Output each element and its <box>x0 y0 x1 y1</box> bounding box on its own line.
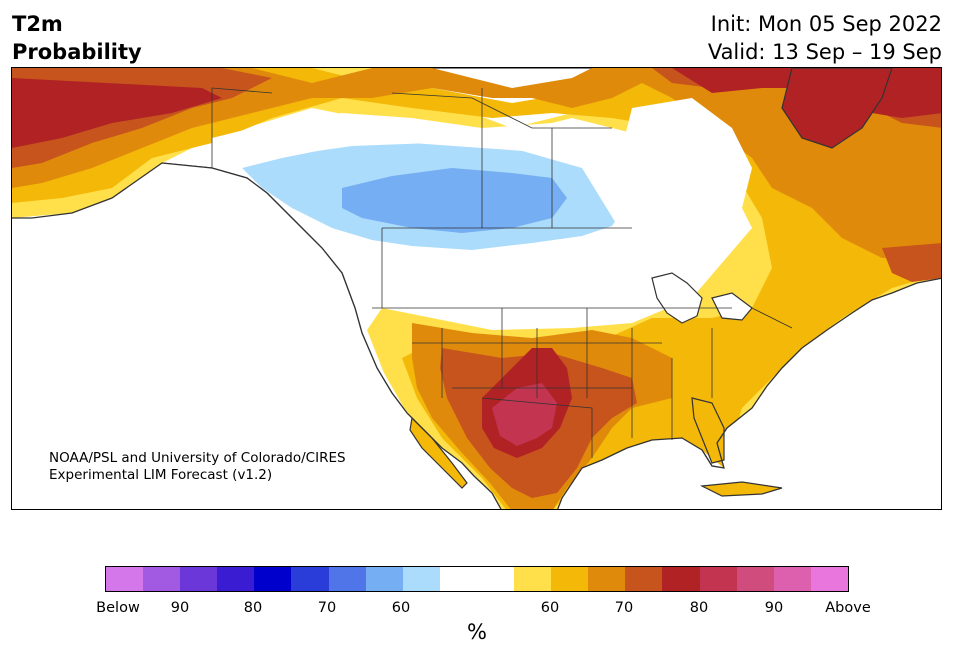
legend-tick-label: 70 <box>317 600 337 616</box>
legend-tick-label: 60 <box>391 600 411 616</box>
cuba <box>699 481 783 497</box>
region-above-90 <box>492 383 557 446</box>
legend-tick-label: 90 <box>764 600 784 616</box>
legend-swatch <box>291 567 329 591</box>
legend-swatch <box>254 567 292 591</box>
baja-peninsula <box>409 416 468 489</box>
credit-text: NOAA/PSL and University of Colorado/CIRE… <box>49 450 346 484</box>
legend-colorbar <box>105 566 849 592</box>
init-date: Init: Mon 05 Sep 2022 <box>710 12 942 36</box>
legend-swatch <box>180 567 218 591</box>
atlantic-ocean <box>557 278 941 509</box>
legend-swatch <box>217 567 255 591</box>
legend-tick-label: 80 <box>243 600 263 616</box>
pacific-ocean <box>12 163 501 509</box>
credit-line-1: NOAA/PSL and University of Colorado/CIRE… <box>49 450 346 466</box>
valid-dates: Valid: 13 Sep – 19 Sep <box>707 40 942 64</box>
legend-unit: % <box>467 620 487 644</box>
arctic-island <box>781 68 893 149</box>
legend-tick-label: Below <box>96 600 140 616</box>
florida <box>691 397 725 464</box>
legend-tick-label: 90 <box>170 600 190 616</box>
legend-tick-label: 70 <box>614 600 634 616</box>
legend-swatch <box>476 567 515 591</box>
legend-swatch <box>328 567 366 591</box>
legend-swatch <box>439 567 477 591</box>
coastline <box>12 162 941 509</box>
legend-swatch <box>143 567 181 591</box>
legend-swatch <box>402 567 440 591</box>
credit-line-2: Experimental LIM Forecast (v1.2) <box>49 467 273 483</box>
forecast-dates: Init: Mon 05 Sep 2022 Valid: 13 Sep – 19… <box>708 10 942 66</box>
region-above-60-70 <box>12 68 941 509</box>
legend-tick-label: Above <box>825 600 871 616</box>
legend-swatch <box>588 567 626 591</box>
title-variable: T2m <box>12 12 63 36</box>
legend-swatch <box>662 567 700 591</box>
legend-swatch <box>773 567 811 591</box>
title-type: Probability <box>12 40 142 64</box>
legend-tick-label: 60 <box>540 600 560 616</box>
legend-swatch <box>810 567 848 591</box>
legend-swatch <box>365 567 403 591</box>
legend-swatch <box>106 567 144 591</box>
hudson-bay <box>622 98 752 228</box>
region-neutral-north <box>212 113 742 278</box>
legend-swatch <box>625 567 663 591</box>
map-canvas <box>12 68 941 509</box>
legend-swatch <box>514 567 552 591</box>
forecast-map <box>11 67 942 510</box>
region-below-60-70 <box>342 168 567 233</box>
region-above-85 <box>12 68 941 458</box>
map-title: T2m Probability <box>12 10 142 66</box>
great-lakes <box>651 272 753 324</box>
legend-swatch <box>699 567 737 591</box>
legend-swatch <box>736 567 774 591</box>
legend-swatch <box>551 567 589 591</box>
political-borders <box>211 87 793 458</box>
legend-tick-label: 80 <box>689 600 709 616</box>
